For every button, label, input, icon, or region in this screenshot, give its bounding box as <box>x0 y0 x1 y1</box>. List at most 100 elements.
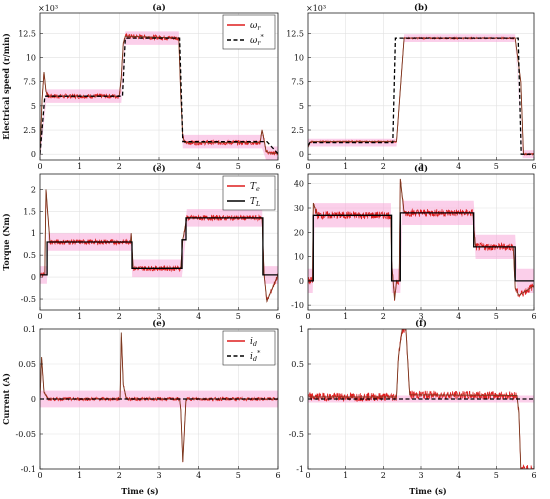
y-tick-label: 10 <box>294 253 304 262</box>
panel-b: 0 1 2 3 4 5 6 0 2.5 5 7.5 10 12.5 (b) ×10³ <box>286 2 536 171</box>
x-tick-label: 4 <box>456 312 461 321</box>
panel-title: (f) <box>415 318 427 329</box>
plot-area <box>308 34 534 159</box>
y-tick-label: -0.5 <box>21 295 36 304</box>
legend-box <box>222 14 276 50</box>
y-tick-label: 5 <box>299 102 304 111</box>
y-tick-label: 12.5 <box>286 29 304 38</box>
x-tick-label: 2 <box>117 471 122 480</box>
band-b <box>308 34 534 159</box>
legend-label-reference: id* <box>250 349 261 363</box>
legend-sub: r <box>257 39 261 47</box>
x-tick-label: 4 <box>456 471 461 480</box>
x-tick-label: 5 <box>236 312 241 321</box>
y-tick-label: -0.1 <box>21 465 36 474</box>
plot-area <box>308 178 534 301</box>
x-tick-label: 4 <box>196 162 201 171</box>
legend-sup: * <box>257 349 261 357</box>
panel-a: 0 1 2 3 4 5 6 0 2.5 5 7.5 10 12.5 (a) ×10³ Electrical s… <box>1 2 281 171</box>
x-tick-label: 4 <box>196 471 201 480</box>
legend-sub: e <box>256 185 260 193</box>
x-tick-label: 5 <box>236 162 241 171</box>
y-tick-label: 7.5 <box>23 78 36 87</box>
x-tick-label: 0 <box>305 312 310 321</box>
panel-e: 0 1 2 3 4 5 6 -0.1 -0.05 0 0.05 0.1 (e) Current (A) id… <box>1 318 281 480</box>
y-tick-label: -10 <box>291 301 304 310</box>
x-tick-label: 1 <box>77 162 82 171</box>
legend-label-measured: id <box>250 337 257 348</box>
x-tick-label: 3 <box>418 312 423 321</box>
panel-f: 0 1 2 3 4 5 6 -1 -0.5 0 0.5 1 (f) <box>289 318 537 480</box>
series-reference-a <box>40 37 278 155</box>
x-tick-label: 3 <box>156 162 161 171</box>
y-tick-label: 0.5 <box>23 251 36 260</box>
x-tick-label: 0 <box>305 471 310 480</box>
y-tick-label: 12.5 <box>18 29 36 38</box>
x-tick-label: 3 <box>156 471 161 480</box>
y-tick-label: 0 <box>299 277 304 286</box>
axis-exponent: ×10³ <box>306 4 326 13</box>
x-tick-label: 2 <box>381 471 386 480</box>
y-tick-label: 2.5 <box>291 126 304 135</box>
x-tick-label: 4 <box>196 312 201 321</box>
y-tick-label: 1.5 <box>23 207 36 216</box>
y-tick-label: 0.5 <box>291 360 304 369</box>
x-tick-label: 6 <box>275 162 280 171</box>
y-tick-label: 30 <box>294 204 304 213</box>
x-tick-label: 0 <box>37 471 42 480</box>
legend-box <box>222 330 276 366</box>
x-axis-label-left: Time (s) <box>121 486 159 496</box>
legend-c: Te TL <box>222 175 276 211</box>
y-tick-label: 0.1 <box>23 325 36 334</box>
x-tick-label: 0 <box>37 312 42 321</box>
x-tick-label: 2 <box>117 312 122 321</box>
x-tick-label: 3 <box>418 162 423 171</box>
series-measured-mean-f <box>308 329 534 469</box>
y-tick-label: 0 <box>299 395 304 404</box>
plot-area <box>40 189 278 303</box>
axis-exponent: ×10³ <box>38 4 58 13</box>
legend-sub: r <box>257 24 261 32</box>
x-axis-label-right: Time (s) <box>409 486 447 496</box>
series-measured-mean-b <box>308 37 534 155</box>
x-tick-label: 2 <box>381 312 386 321</box>
legend-sub: d <box>253 340 257 348</box>
series-reference-c <box>40 217 278 276</box>
legend-sup: * <box>260 33 264 41</box>
y-tick-label: 0 <box>31 273 36 282</box>
x-tick-label: 6 <box>275 471 280 480</box>
legend-box <box>222 175 276 211</box>
x-tick-label: 1 <box>77 312 82 321</box>
series-reference-d <box>308 212 534 282</box>
x-tick-label: 5 <box>494 471 499 480</box>
series-measured-mean-a <box>40 35 278 155</box>
panel-title: (c) <box>152 163 165 174</box>
y-tick-label: 0 <box>31 395 36 404</box>
legend-sub: d <box>253 355 257 363</box>
y-tick-label: 5 <box>31 102 36 111</box>
y-tick-label: 1 <box>31 229 36 238</box>
x-tick-label: 6 <box>275 312 280 321</box>
x-tick-label: 3 <box>156 312 161 321</box>
legend-label-reference: TL <box>250 197 260 208</box>
x-tick-label: 1 <box>343 162 348 171</box>
y-tick-label: -0.05 <box>15 430 36 439</box>
y-axis-label: Current (A) <box>1 373 11 425</box>
x-tick-label: 2 <box>381 162 386 171</box>
legend-label-measured: Te <box>250 182 260 193</box>
x-tick-label: 1 <box>343 471 348 480</box>
y-tick-label: 1 <box>299 325 304 334</box>
y-tick-label: 2.5 <box>23 126 36 135</box>
series-reference-b <box>308 37 534 155</box>
y-tick-label: 20 <box>294 228 304 237</box>
y-tick-label: 7.5 <box>291 78 304 87</box>
x-tick-label: 4 <box>456 162 461 171</box>
legend-sub: L <box>255 200 260 208</box>
x-tick-label: 6 <box>531 471 536 480</box>
y-tick-label: 2 <box>31 185 36 194</box>
x-tick-label: 2 <box>117 162 122 171</box>
y-tick-label: -1 <box>296 465 304 474</box>
